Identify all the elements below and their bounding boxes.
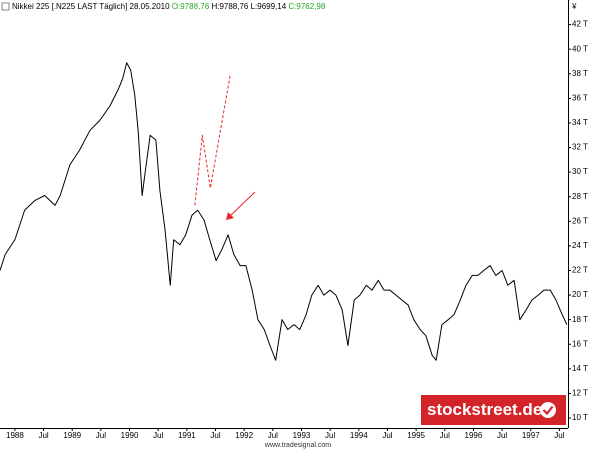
- x-tick-label: 1996: [465, 431, 483, 440]
- y-tick-label: 42 T: [572, 20, 588, 29]
- x-tick-label: Jul: [554, 431, 564, 440]
- y-tick-label: 34 T: [572, 118, 588, 127]
- y-tick-label: 38 T: [572, 69, 588, 78]
- logo-text: stockstreet.de: [427, 400, 542, 419]
- y-tick-label: 14 T: [572, 364, 588, 373]
- y-tick-label: 24 T: [572, 241, 588, 250]
- x-tick-label: Jul: [440, 431, 450, 440]
- x-tick-label: 1989: [63, 431, 81, 440]
- y-tick-label: 32 T: [572, 143, 588, 152]
- x-tick-label: Jul: [382, 431, 392, 440]
- x-tick-label: Jul: [268, 431, 278, 440]
- annotation-arrowhead: [226, 212, 234, 220]
- x-tick-label: 1990: [121, 431, 139, 440]
- y-tick-label: 18 T: [572, 315, 588, 324]
- y-tick-label: 20 T: [572, 290, 588, 299]
- open: O:9788,76: [172, 2, 210, 11]
- logo-check: [542, 405, 554, 416]
- y-tick-label: 22 T: [572, 266, 588, 275]
- y-tick-label: 40 T: [572, 44, 588, 53]
- header: Nikkei 225 [.N225 LAST Täglich] 28.05.20…: [12, 2, 326, 11]
- logo: stockstreet.de: [421, 395, 566, 425]
- annotation-arrow: [229, 191, 256, 217]
- series-line: [0, 62, 568, 361]
- window-icon[interactable]: [1, 2, 10, 11]
- x-tick-label: 1992: [235, 431, 253, 440]
- y-tick-label: 16 T: [572, 339, 588, 348]
- watermark: www.tradesignal.com: [264, 442, 331, 449]
- x-tick-label: Jul: [38, 431, 48, 440]
- y-tick-label: 12 T: [572, 389, 588, 398]
- x-tick-label: 1995: [407, 431, 425, 440]
- close: C:9762,98: [288, 2, 325, 11]
- y-unit: ¥: [571, 2, 577, 11]
- logo-badge: [540, 402, 556, 418]
- x-tick-label: Jul: [153, 431, 163, 440]
- x-tick-label: Jul: [497, 431, 507, 440]
- x-tick-label: 1994: [350, 431, 368, 440]
- y-tick-label: 10 T: [572, 413, 588, 422]
- instrument: Nikkei 225 [.N225 LAST Täglich] 28.05.20…: [12, 2, 170, 11]
- x-tick-label: Jul: [210, 431, 220, 440]
- y-tick-label: 36 T: [572, 93, 588, 102]
- y-tick-label: 28 T: [572, 192, 588, 201]
- x-tick-label: Jul: [325, 431, 335, 440]
- x-tick-label: 1991: [178, 431, 196, 440]
- y-tick-label: 26 T: [572, 216, 588, 225]
- x-tick-label: 1988: [6, 431, 24, 440]
- x-tick-label: Jul: [96, 431, 106, 440]
- x-tick-label: 1997: [522, 431, 540, 440]
- series-line: [194, 73, 231, 206]
- x-tick-label: 1993: [293, 431, 311, 440]
- high-low: H:9788,76 L:9699,14: [211, 2, 286, 11]
- y-tick-label: 30 T: [572, 167, 588, 176]
